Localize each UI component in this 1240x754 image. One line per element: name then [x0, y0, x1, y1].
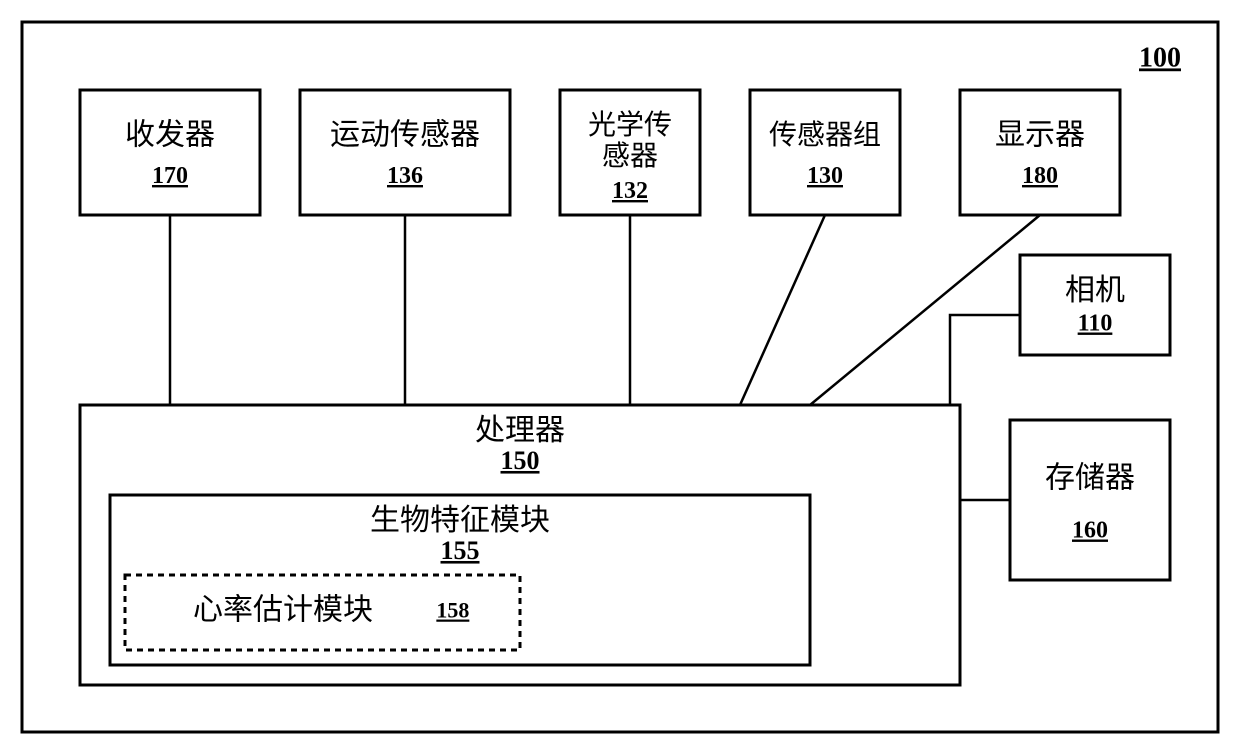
optical-sensor-label1: 光学传: [588, 109, 672, 141]
hr-module-label: 心率估计模块: [193, 593, 373, 626]
memory-box: [1010, 420, 1170, 580]
processor-ref: 150: [501, 446, 540, 475]
transceiver-box: [80, 90, 260, 215]
sensor-set-label: 传感器组: [769, 119, 881, 151]
transceiver-label: 收发器: [125, 118, 215, 151]
camera-ref: 110: [1078, 311, 1113, 337]
display-ref: 180: [1022, 163, 1058, 189]
camera-label: 相机: [1065, 274, 1125, 307]
diagram-canvas: 100 收发器 170 运动传感器 136 光学传感器 132 传感器组 130 显示器 180 相机…: [0, 0, 1240, 754]
transceiver-ref: 170: [152, 163, 188, 189]
memory-ref: 160: [1072, 518, 1108, 544]
display-box: [960, 90, 1120, 215]
hr-module-ref: 158: [436, 598, 469, 623]
optical-sensor-ref: 132: [612, 178, 648, 204]
display-label: 显示器: [995, 118, 1085, 151]
optical-sensor-label2: 感器: [602, 140, 658, 172]
system-ref: 100: [1139, 42, 1181, 73]
sensor-set-ref: 130: [807, 163, 843, 189]
motion-sensor-box: [300, 90, 510, 215]
bio-module-label: 生物特征模块: [370, 504, 550, 537]
bio-module-ref: 155: [441, 536, 480, 565]
sensor-set-box: [750, 90, 900, 215]
motion-sensor-ref: 136: [387, 163, 423, 189]
memory-label: 存储器: [1045, 462, 1135, 495]
motion-sensor-label: 运动传感器: [330, 118, 480, 151]
processor-label: 处理器: [475, 414, 565, 447]
